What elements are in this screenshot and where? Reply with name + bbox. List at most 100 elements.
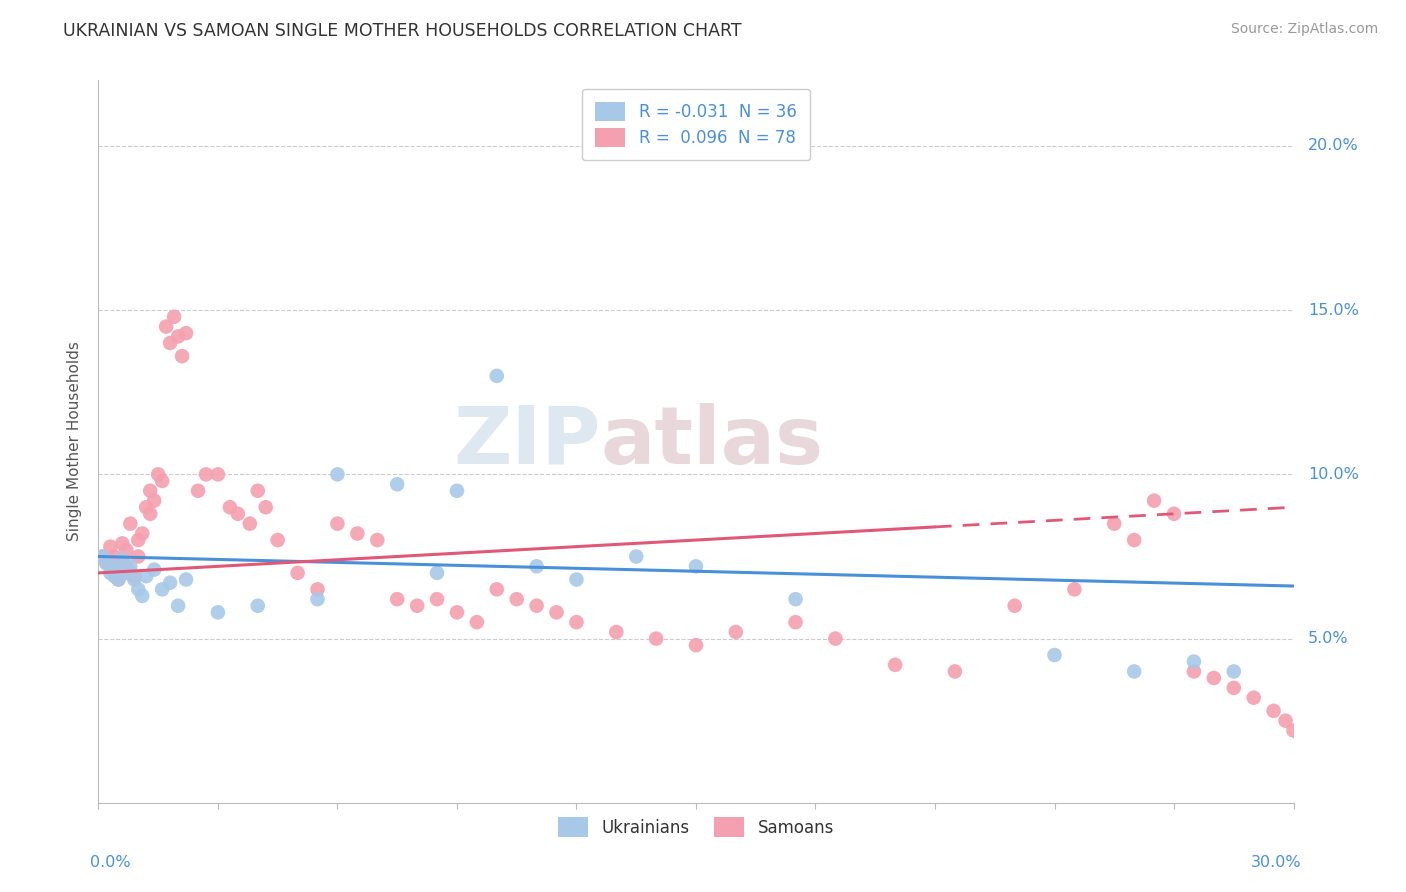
Point (385, 477, 409, 491)
Text: 0.0%: 0.0% (90, 855, 131, 871)
Point (207, 467, 229, 482)
Point (107, 559, 129, 574)
Point (565, 573, 588, 587)
Point (124, 573, 146, 587)
Point (143, 563, 166, 577)
Point (172, 349, 194, 363)
Point (159, 575, 181, 590)
Point (1123, 665, 1146, 679)
Point (163, 310, 186, 324)
Point (207, 605, 229, 619)
Point (565, 615, 588, 630)
Point (626, 549, 648, 564)
Point (103, 566, 125, 580)
Text: 20.0%: 20.0% (1308, 138, 1358, 153)
Point (124, 569, 146, 583)
Point (785, 615, 807, 630)
Point (107, 563, 129, 577)
Point (239, 516, 262, 531)
Text: ZIP: ZIP (453, 402, 600, 481)
Point (685, 638, 707, 652)
Point (1322, 737, 1344, 751)
Point (91, 549, 114, 564)
Point (385, 592, 409, 607)
Point (406, 599, 429, 613)
Point (148, 467, 170, 482)
Point (1043, 648, 1066, 662)
Point (98, 559, 122, 574)
Point (187, 483, 209, 498)
Point (485, 582, 508, 597)
Point (884, 657, 907, 672)
Point (287, 566, 309, 580)
Point (1223, 681, 1246, 695)
Point (174, 326, 197, 340)
Point (103, 569, 125, 583)
Point (1302, 730, 1324, 744)
Point (685, 559, 707, 574)
Point (111, 553, 134, 567)
Point (465, 615, 488, 630)
Point (174, 573, 197, 587)
Point (135, 569, 157, 583)
Point (724, 625, 747, 640)
Point (785, 592, 807, 607)
Point (1182, 655, 1205, 669)
Text: Source: ZipAtlas.com: Source: ZipAtlas.com (1230, 22, 1378, 37)
Point (366, 533, 388, 547)
Point (1182, 665, 1205, 679)
Point (139, 507, 162, 521)
Point (1063, 582, 1085, 597)
Point (96, 556, 118, 570)
Legend: Ukrainians, Samoans: Ukrainians, Samoans (550, 809, 842, 845)
Point (506, 592, 529, 607)
Text: 30.0%: 30.0% (1251, 855, 1302, 871)
Point (346, 526, 368, 541)
Point (195, 467, 218, 482)
Point (167, 599, 190, 613)
Point (120, 566, 142, 580)
Point (111, 536, 134, 550)
Point (103, 549, 125, 564)
Point (127, 549, 149, 564)
Point (127, 582, 149, 597)
Point (546, 605, 568, 619)
Point (446, 483, 468, 498)
Point (645, 632, 668, 646)
Point (426, 592, 449, 607)
Point (107, 573, 129, 587)
Point (1104, 516, 1126, 531)
Point (526, 559, 548, 574)
Y-axis label: Single Mother Households: Single Mother Households (67, 342, 83, 541)
Point (1274, 714, 1296, 728)
Point (943, 665, 966, 679)
Text: atlas: atlas (600, 402, 824, 481)
Point (111, 553, 134, 567)
Point (219, 500, 242, 515)
Point (254, 500, 277, 515)
Point (131, 589, 153, 603)
Point (1163, 507, 1185, 521)
Point (150, 582, 173, 597)
Point (1263, 704, 1285, 718)
Point (307, 582, 329, 597)
Point (824, 632, 846, 646)
Point (485, 368, 508, 383)
Text: 10.0%: 10.0% (1308, 467, 1358, 482)
Point (155, 319, 177, 334)
Point (131, 526, 153, 541)
Point (1223, 665, 1246, 679)
Point (267, 533, 290, 547)
Point (326, 467, 349, 482)
Point (246, 483, 269, 498)
Point (1243, 690, 1265, 705)
Point (326, 516, 349, 531)
Point (115, 542, 138, 557)
Point (1343, 747, 1365, 761)
Point (139, 483, 162, 498)
Point (1282, 723, 1305, 738)
Point (526, 599, 548, 613)
Point (127, 533, 149, 547)
Point (1004, 599, 1026, 613)
Point (120, 559, 142, 574)
